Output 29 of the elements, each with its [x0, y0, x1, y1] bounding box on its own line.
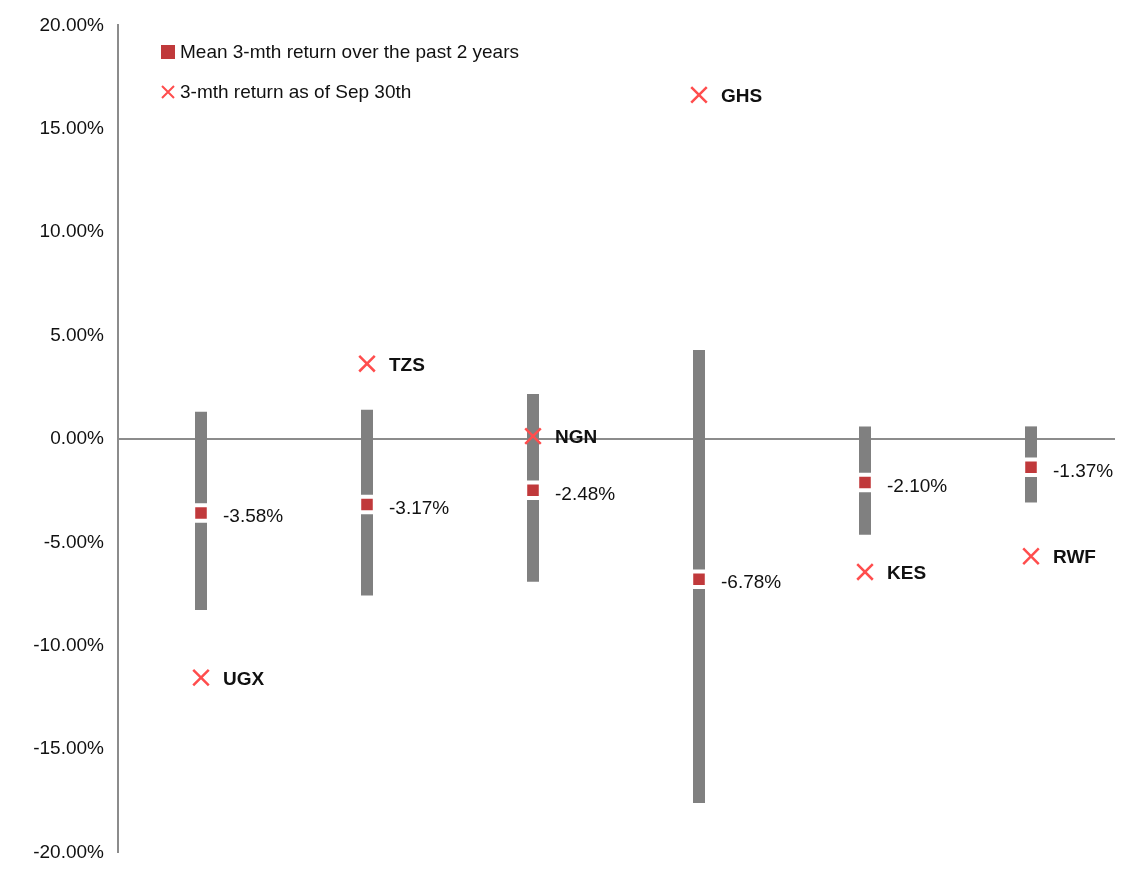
point: [1021, 547, 1041, 566]
y-tick-label: -10.00%: [33, 634, 105, 656]
data-label: -2.10%: [887, 474, 948, 496]
y-tick-label: -20.00%: [33, 840, 105, 862]
legend-label: Mean 3-mth return over the past 2 years: [180, 41, 519, 64]
point: [357, 354, 377, 373]
data-label: TZS: [389, 353, 425, 375]
data-label: -3.58%: [223, 505, 284, 527]
data-label: -3.17%: [389, 496, 450, 518]
point: [855, 562, 875, 581]
point: [523, 427, 543, 446]
data-label: NGN: [555, 426, 598, 448]
y-tick-label: 20.00%: [39, 13, 105, 35]
y-tick-label: 10.00%: [39, 220, 105, 242]
data-label: KES: [887, 562, 927, 584]
y-tick-label: 0.00%: [50, 427, 105, 449]
data-label: -6.78%: [721, 571, 782, 593]
data-label: RWF: [1053, 546, 1096, 568]
y-tick-label: -5.00%: [43, 530, 105, 552]
data-label: GHS: [721, 85, 763, 107]
data-label: -2.48%: [555, 482, 616, 504]
legend-label: 3-mth return as of Sep 30th: [180, 81, 412, 104]
point: [689, 85, 709, 104]
y-tick-label: 5.00%: [50, 323, 105, 345]
data-label: -1.37%: [1053, 459, 1114, 481]
point: [191, 668, 211, 687]
y-tick-label: -15.00%: [33, 737, 105, 759]
y-tick-label: 15.00%: [39, 117, 105, 139]
data-label: UGX: [223, 667, 265, 689]
